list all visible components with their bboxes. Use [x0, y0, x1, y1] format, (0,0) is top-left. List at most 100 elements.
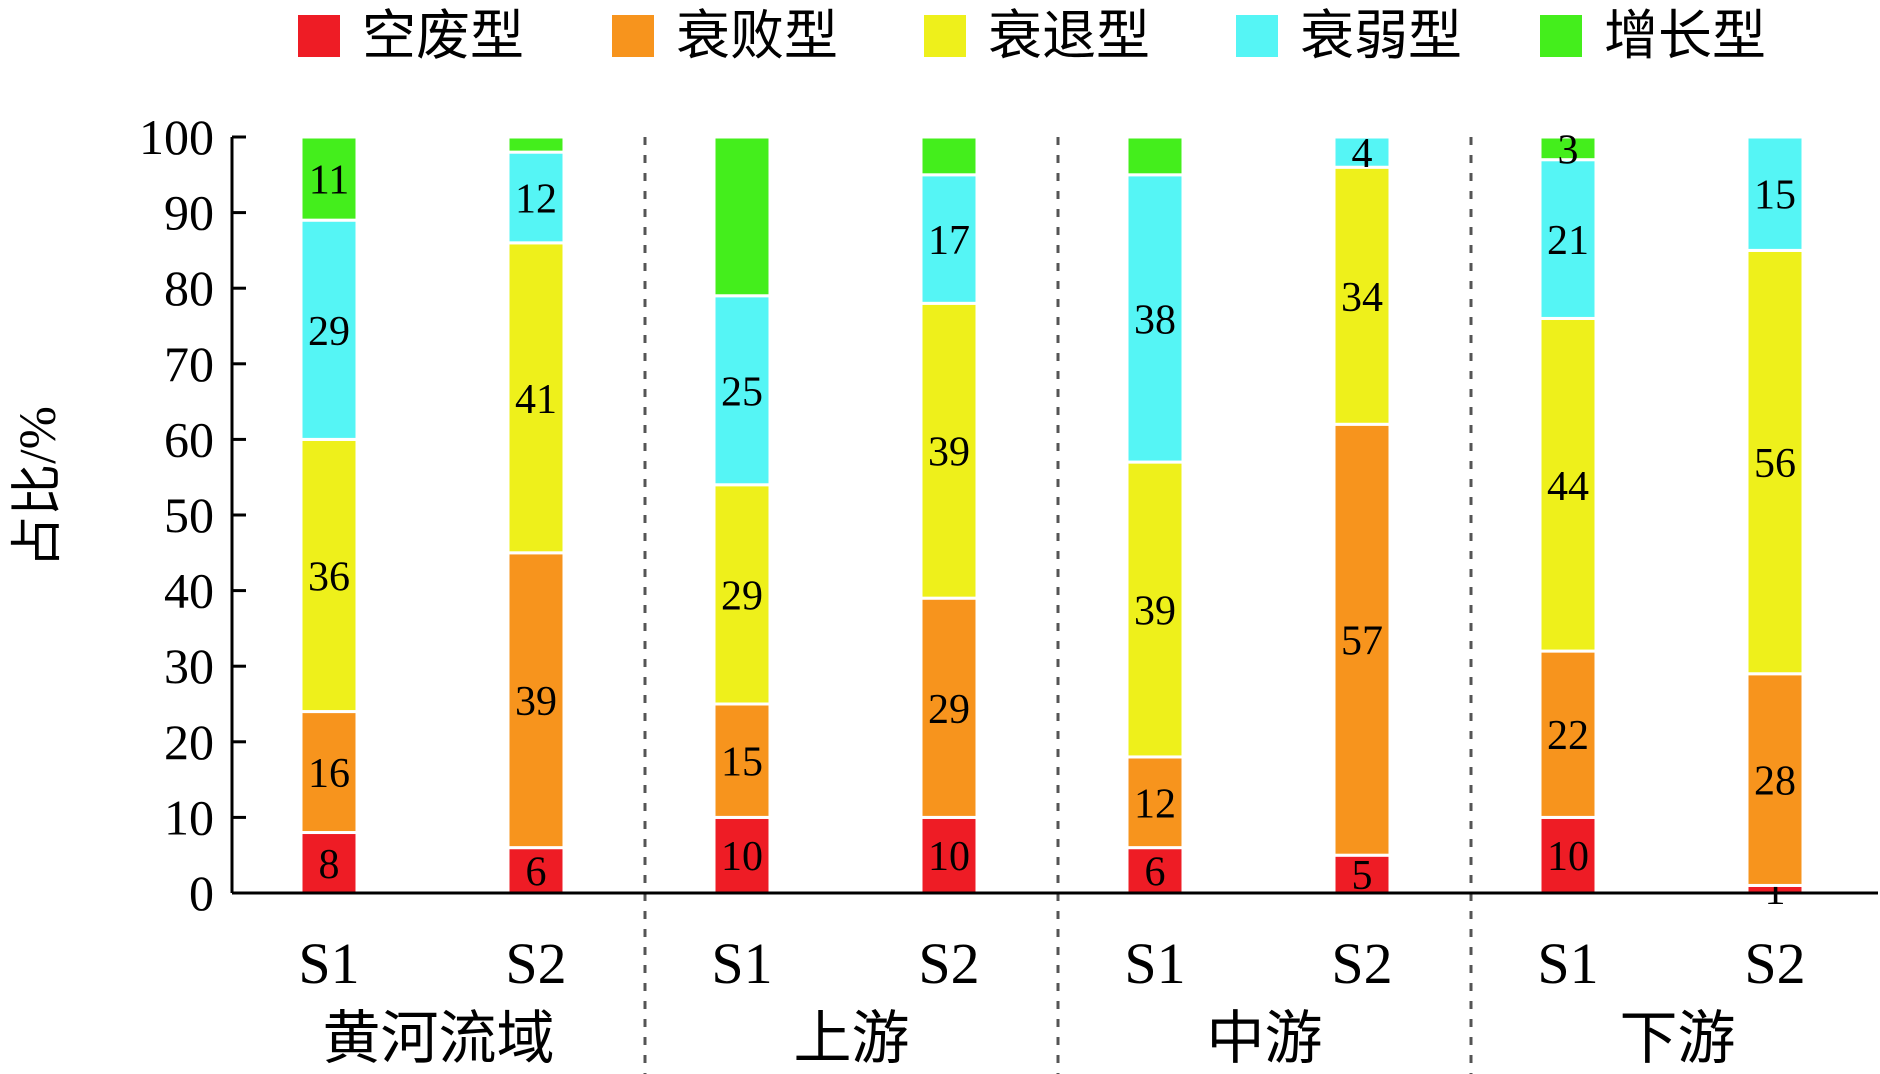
x-tick-label: S1	[298, 931, 359, 996]
bar-value-label: 16	[308, 751, 350, 797]
bar-value-label: 5	[1352, 853, 1373, 899]
y-tick-label: 30	[164, 638, 214, 694]
bar-value-label: 10	[928, 834, 970, 880]
bar-segment	[919, 173, 979, 305]
bar-segment	[506, 846, 566, 895]
bar-segment	[919, 596, 979, 819]
x-tick-label: S1	[1124, 931, 1185, 996]
bar-stack: 8 16 36 29 11	[299, 135, 359, 895]
bar-value-label: 25	[721, 369, 763, 415]
bar-segment	[1745, 672, 1805, 887]
bar-value-label: 28	[1754, 759, 1796, 805]
bar-value-label: 12	[1134, 781, 1176, 827]
bar-value-label: 29	[721, 573, 763, 619]
bar-segment	[506, 150, 566, 245]
bar-value-label: 8	[319, 842, 340, 888]
bar-segment	[1538, 135, 1598, 162]
bar-value-label: 36	[308, 554, 350, 600]
bar-value-label: 39	[1134, 589, 1176, 635]
legend-swatch	[1540, 15, 1582, 57]
bar-segment	[506, 551, 566, 850]
bar-stack: 10 29 39 17	[919, 135, 979, 895]
y-tick-label: 10	[164, 789, 214, 845]
bar-stack: 6 39 41 12	[506, 135, 566, 895]
bar-stack: 10 22 44 21 3	[1538, 127, 1598, 895]
bar-segment	[299, 218, 359, 441]
bar-value-label: 3	[1558, 127, 1579, 173]
bar-value-label: 15	[1754, 173, 1796, 219]
bar-value-label: 6	[1145, 849, 1166, 895]
x-tick-label: S2	[918, 931, 979, 996]
y-tick-label: 40	[164, 563, 214, 619]
legend-label: 增长型	[1604, 6, 1766, 66]
bar-segment	[1745, 248, 1805, 676]
x-tick-label: S1	[711, 931, 772, 996]
bar-stack: 6 12 39 38	[1125, 135, 1185, 895]
y-tick-label: 90	[164, 185, 214, 241]
bar-value-label: 34	[1341, 275, 1383, 321]
bar-segment	[1745, 135, 1805, 252]
bar-stack: 10 15 29 25	[712, 135, 772, 895]
bar-segment	[299, 710, 359, 835]
bar-value-label: 29	[928, 687, 970, 733]
y-tick-label: 60	[164, 411, 214, 467]
y-tick-label: 100	[139, 109, 214, 165]
x-tick-label: S2	[1331, 931, 1392, 996]
bar-segment	[712, 483, 772, 706]
y-axis-title: 占比/%	[10, 406, 67, 568]
bar-segment	[299, 135, 359, 222]
bar-segment	[1125, 460, 1185, 759]
bar-value-label: 21	[1547, 218, 1589, 264]
group-label: 下游	[1619, 1006, 1735, 1071]
legend-label: 衰退型	[988, 6, 1150, 66]
bar-segment	[506, 241, 566, 555]
y-axis: 0 10 20 30 40 50 60 70 80 90 100	[139, 109, 246, 921]
y-tick-label: 20	[164, 714, 214, 770]
x-tick-label: S2	[505, 931, 566, 996]
bar-value-label: 39	[515, 679, 557, 725]
legend-swatch	[298, 15, 340, 57]
bar-value-label: 10	[721, 834, 763, 880]
legend-label: 衰败型	[676, 6, 838, 66]
bar-segment	[1538, 649, 1598, 819]
bar-value-label: 10	[1547, 834, 1589, 880]
bar-segment	[919, 135, 979, 177]
bar-value-label: 29	[308, 309, 350, 355]
bar-segment	[712, 135, 772, 298]
legend: 空废型 衰败型 衰退型 衰弱型 增长型	[298, 6, 1766, 66]
bar-value-label: 39	[928, 430, 970, 476]
legend-swatch	[924, 15, 966, 57]
group-label: 黄河流域	[322, 1006, 554, 1071]
legend-swatch	[612, 15, 654, 57]
x-tick-label: S1	[1537, 931, 1598, 996]
bar-value-label: 4	[1352, 131, 1373, 177]
group-separators	[643, 137, 1473, 1074]
bar-value-label: 38	[1134, 297, 1176, 343]
group-label: 上游	[793, 1006, 909, 1071]
bar-value-label: 15	[721, 740, 763, 786]
bar-segment	[506, 135, 566, 154]
bar-value-label: 12	[515, 176, 557, 222]
bar-segment	[712, 294, 772, 487]
bar-segment	[299, 437, 359, 714]
x-axis: S1 S2 S1 S2 S1 S2 S1 S2 黄河流域 上游 中游 下游	[232, 891, 1878, 1071]
bar-segment	[1538, 316, 1598, 653]
bar-value-label: 11	[309, 158, 349, 204]
bar-value-label: 41	[515, 377, 557, 423]
bar-segment	[1125, 755, 1185, 850]
y-tick-label: 50	[164, 487, 214, 543]
group-label: 中游	[1206, 1006, 1322, 1071]
bar-value-label: 56	[1754, 441, 1796, 487]
bars: 8 16 36 29 11 6 39 41 12 10 15 29 25 10 29 39 17 6 12 39 38 5…	[299, 127, 1805, 914]
y-tick-label: 70	[164, 336, 214, 392]
bar-segment	[919, 301, 979, 600]
x-tick-label: S2	[1744, 931, 1805, 996]
bar-segment	[1332, 135, 1392, 169]
bar-value-label: 17	[928, 218, 970, 264]
bar-segment	[1125, 135, 1185, 177]
bar-value-label: 44	[1547, 464, 1589, 510]
y-tick-label: 80	[164, 260, 214, 316]
bar-stack: 5 57 34 4	[1332, 131, 1392, 899]
y-tick-label: 0	[189, 865, 214, 921]
